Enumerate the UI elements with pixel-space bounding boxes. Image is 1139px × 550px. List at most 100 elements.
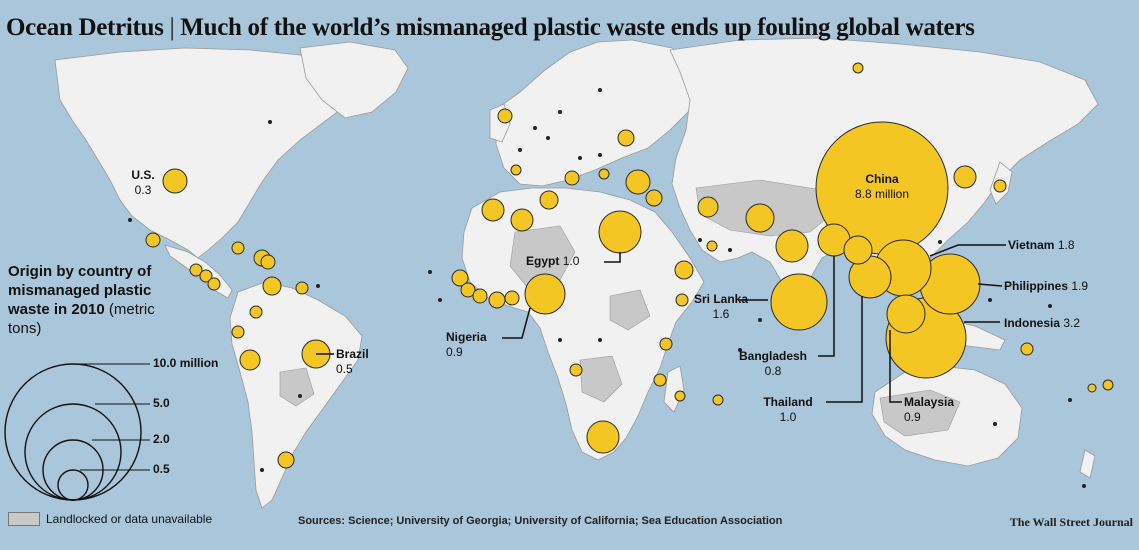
- land-new-zealand: [1079, 449, 1096, 479]
- bubble-guinea: [472, 288, 488, 304]
- small-dot: [598, 153, 602, 157]
- label-bangladesh-value: 0.8: [764, 364, 782, 378]
- bubble-morocco: [481, 198, 505, 222]
- small-dot: [598, 338, 602, 342]
- bubble-libya: [539, 190, 559, 210]
- label-china-value: 8.8 million: [854, 187, 910, 201]
- land-greenland: [299, 41, 409, 119]
- small-dot: [438, 298, 442, 302]
- label-vietnam-value: 1.8: [1057, 238, 1075, 252]
- leader-vietnam: [929, 244, 1006, 257]
- bubble-honduras: [199, 269, 213, 283]
- small-dot: [758, 318, 762, 322]
- bubble-nigeria: [524, 273, 566, 315]
- bubble-iran: [697, 196, 719, 218]
- label-brazil-name: Brazil: [336, 347, 369, 361]
- unavailable-region: [279, 367, 315, 407]
- small-dot: [598, 88, 602, 92]
- label-nigeria: Nigeria 0.9: [446, 330, 487, 360]
- bubble-madagascar: [674, 390, 686, 402]
- legend-title-text: Origin by country of mismanaged plastic …: [8, 263, 152, 318]
- title-main: Ocean Detritus: [6, 14, 164, 41]
- bubble-mozambique: [653, 373, 667, 387]
- unavailable-region: [579, 355, 623, 403]
- bubble-angola: [569, 363, 583, 377]
- bubble-southafrica: [586, 420, 620, 454]
- bubble-srilanka: [770, 273, 828, 331]
- bubble-venezuela: [262, 276, 282, 296]
- label-egypt: Egypt 1.0: [526, 254, 579, 269]
- legend-label-5: 5.0: [153, 396, 170, 410]
- bubble-korea: [953, 165, 977, 189]
- bubble-egypt: [598, 210, 642, 254]
- label-us: U.S. 0.3: [124, 168, 162, 198]
- unavailable-region: [509, 225, 576, 289]
- title-sub: Much of the world’s mismanaged plastic w…: [180, 14, 975, 41]
- small-dot: [1068, 398, 1072, 402]
- unavailable-swatch: [8, 512, 40, 526]
- leader-thailand: [826, 296, 863, 403]
- bubble-turkey: [625, 169, 651, 195]
- label-srilanka-value: 1.6: [712, 307, 730, 321]
- label-brazil-value: 0.5: [336, 362, 353, 376]
- label-thailand-name: Thailand: [763, 395, 813, 409]
- label-bangladesh: Bangladesh 0.8: [728, 349, 818, 379]
- bubble-us: [162, 168, 188, 194]
- label-nigeria-value: 0.9: [446, 345, 463, 359]
- legend-label-2: 2.0: [153, 432, 170, 446]
- unavailable-region: [609, 289, 651, 331]
- small-dot: [1048, 304, 1052, 308]
- bubble-peru: [249, 305, 263, 319]
- bubble-ghana: [451, 269, 469, 287]
- bubble-saudi: [674, 260, 694, 280]
- small-dot: [316, 284, 320, 288]
- bubble-spain: [510, 164, 522, 176]
- bubble-mexico: [145, 232, 161, 248]
- bubble-algeria: [510, 208, 534, 232]
- leader-egypt: [604, 252, 621, 263]
- label-malaysia: Malaysia 0.9: [904, 395, 954, 425]
- bubble-greece: [598, 168, 610, 180]
- bubble-png: [1020, 342, 1034, 356]
- bubble-guyana: [295, 281, 309, 295]
- small-dot: [268, 120, 272, 124]
- legend-title: Origin by country of mismanaged plastic …: [8, 262, 178, 338]
- bubble-guatemala: [189, 263, 203, 277]
- bubble-senegal: [460, 282, 476, 298]
- label-vietnam: Vietnam 1.8: [1008, 238, 1075, 253]
- land-europe: [495, 39, 703, 187]
- small-dot: [546, 136, 550, 140]
- label-china-name: China: [865, 172, 899, 186]
- label-philippines: Philippines 1.9: [1004, 279, 1088, 294]
- legend-label-10: 10.0 million: [153, 356, 219, 370]
- legend-circle-05: [57, 469, 89, 501]
- label-thailand-value: 1.0: [779, 410, 797, 424]
- small-dot: [578, 156, 582, 160]
- label-indonesia-name: Indonesia: [1004, 316, 1061, 330]
- label-srilanka-name: Sri Lanka: [693, 292, 749, 306]
- label-philippines-value: 1.9: [1071, 279, 1089, 293]
- label-nigeria-name: Nigeria: [446, 330, 487, 344]
- chart-title: Ocean Detritus | Much of the world’s misma…: [6, 14, 975, 42]
- legend-unavailable: Landlocked or data unavailable: [8, 512, 212, 526]
- small-dot: [428, 270, 432, 274]
- small-dot: [993, 422, 997, 426]
- label-vietnam-name: Vietnam: [1008, 238, 1055, 252]
- bubble-myanmar: [843, 235, 873, 265]
- small-dot: [938, 240, 942, 244]
- bubble-norway: [852, 62, 864, 74]
- bubble-italy: [564, 170, 580, 186]
- small-dot: [698, 238, 702, 242]
- bubble-colombia: [239, 349, 261, 371]
- label-us-name: U.S.: [131, 168, 155, 182]
- bubble-japan: [993, 179, 1007, 193]
- small-dot: [558, 338, 562, 342]
- bubble-tanzania: [659, 337, 673, 351]
- bubble-ecuador: [231, 325, 245, 339]
- label-bangladesh-name: Bangladesh: [738, 349, 807, 363]
- label-indonesia-value: 3.2: [1063, 316, 1081, 330]
- small-dot: [728, 248, 732, 252]
- small-dot: [988, 298, 992, 302]
- label-thailand: Thailand 1.0: [752, 395, 824, 425]
- bubble-india: [775, 229, 809, 263]
